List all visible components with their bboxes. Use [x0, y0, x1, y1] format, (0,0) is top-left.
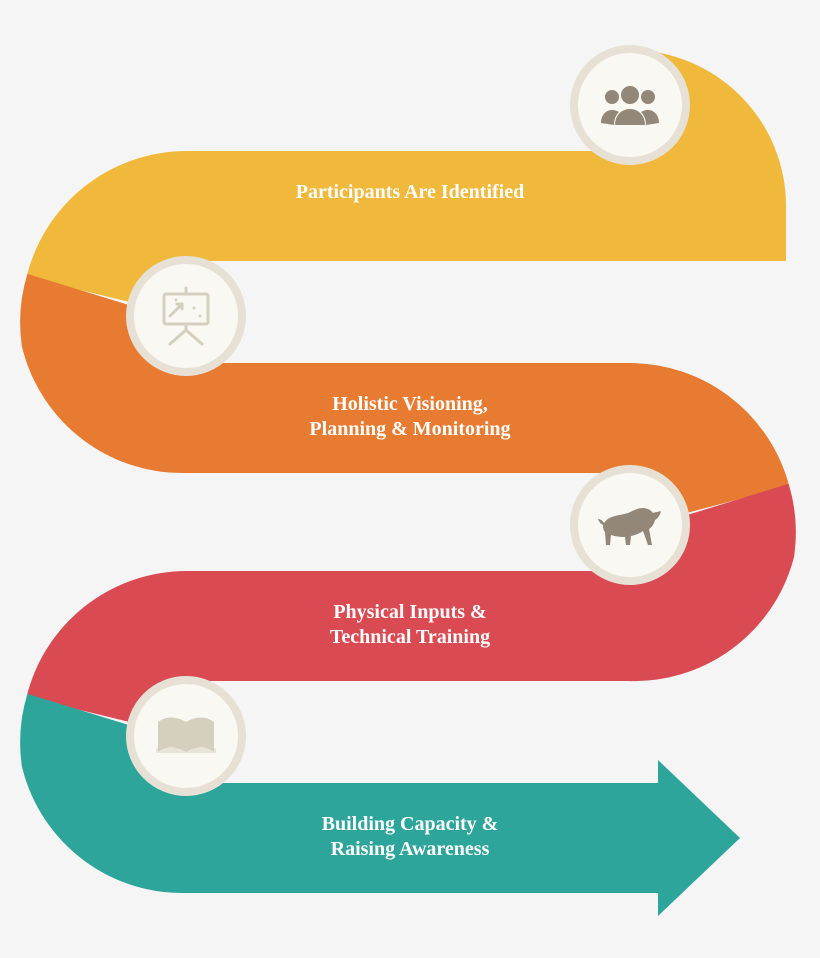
- infographic-road: Participants Are Identified Holistic Vis…: [0, 0, 820, 958]
- icon-circle-board: [126, 256, 246, 376]
- segment-3-label: Physical Inputs & Technical Training: [210, 600, 610, 650]
- segment-3-label-line1: Physical Inputs &: [210, 600, 610, 625]
- segment-1-label: Participants Are Identified: [210, 180, 610, 205]
- segment-4-label-line2: Raising Awareness: [210, 837, 610, 862]
- segment-4-arrowhead: [658, 760, 740, 916]
- icon-circle-book: [126, 676, 246, 796]
- people-icon: [599, 83, 661, 127]
- icon-circle-cow: [570, 465, 690, 585]
- cow-icon: [596, 501, 664, 549]
- book-icon: [154, 714, 218, 758]
- segment-2-label-line2: Planning & Monitoring: [210, 417, 610, 442]
- segment-1-label-line1: Participants Are Identified: [210, 180, 610, 205]
- segment-3-label-line2: Technical Training: [210, 625, 610, 650]
- segment-2-label-line1: Holistic Visioning,: [210, 392, 610, 417]
- segment-4-label: Building Capacity & Raising Awareness: [210, 812, 610, 862]
- segment-4-label-line1: Building Capacity &: [210, 812, 610, 837]
- icon-circle-people: [570, 45, 690, 165]
- segment-2-label: Holistic Visioning, Planning & Monitorin…: [210, 392, 610, 442]
- board-icon: [156, 286, 216, 346]
